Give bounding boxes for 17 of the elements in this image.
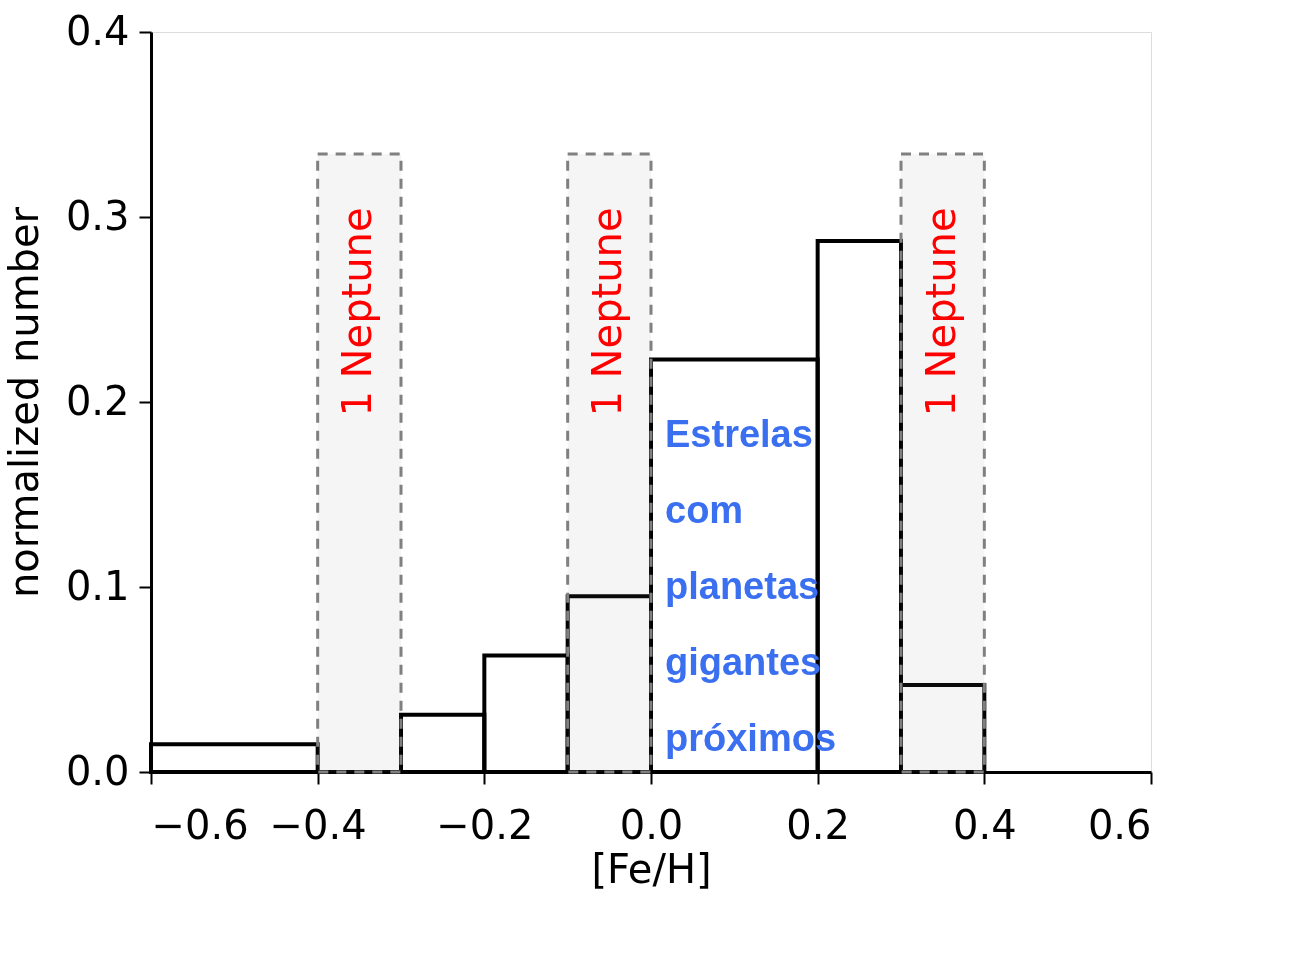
x-tick-label: −0.6 [151, 801, 249, 848]
x-tick-label: 0.2 [786, 801, 850, 848]
x-tick-label: −0.4 [269, 801, 367, 848]
y-tick-label: 0.2 [65, 377, 130, 424]
band-label: 1 Neptune [584, 207, 631, 417]
y-tick-label: 0.1 [65, 562, 130, 609]
y-axis-title: normalized number [0, 206, 47, 599]
y-tick-label: 0.3 [65, 192, 130, 239]
band-label: 1 Neptune [334, 207, 381, 417]
band-label: 1 Neptune [917, 207, 964, 417]
x-tick-label: 0.6 [1087, 801, 1152, 848]
x-tick-label: −0.2 [436, 801, 534, 848]
y-tick-label: 0.4 [65, 7, 130, 54]
x-tick-label: 0.0 [619, 801, 684, 848]
y-tick-label: 0.0 [65, 747, 130, 794]
x-tick-label: 0.4 [953, 801, 1017, 848]
x-axis-title: [Fe/H] [591, 845, 712, 892]
